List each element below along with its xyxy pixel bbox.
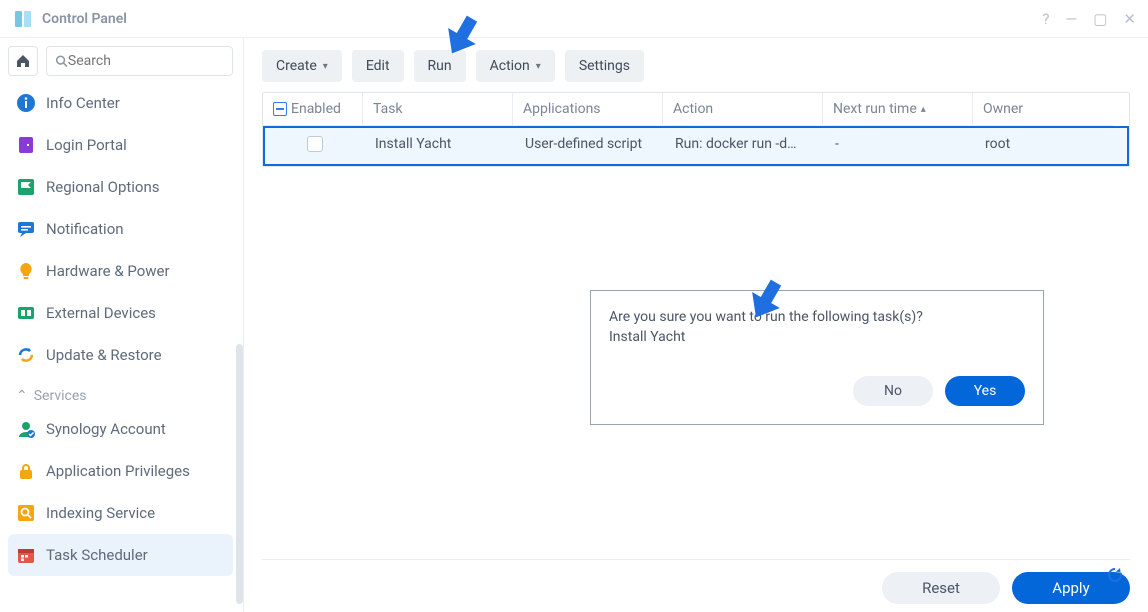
cell-action: Run: docker run -d… [665, 128, 825, 164]
sidebar-item-regional-options[interactable]: Regional Options [8, 166, 233, 208]
maximize-icon[interactable]: ▢ [1093, 10, 1107, 28]
info-icon [16, 93, 36, 113]
sidebar-item-external-devices[interactable]: External Devices [8, 292, 233, 334]
action-button[interactable]: Action▾ [476, 50, 555, 82]
calendar-icon [16, 545, 36, 565]
cell-next-run: - [825, 128, 975, 164]
close-icon[interactable]: ✕ [1123, 10, 1136, 28]
sidebar-item-update-restore[interactable]: Update & Restore [8, 334, 233, 376]
row-checkbox[interactable] [307, 136, 323, 152]
dialog-text-1: Are you sure you want to run the followi… [609, 307, 1025, 327]
sidebar-item-label: Notification [46, 220, 124, 238]
chevron-down-icon: ▾ [323, 61, 328, 72]
col-action[interactable]: Action [663, 93, 823, 126]
run-button[interactable]: Run [414, 50, 466, 82]
lock-icon [16, 461, 36, 481]
search-input[interactable] [68, 53, 224, 69]
home-button[interactable] [8, 46, 38, 76]
main-panel: Create▾ Edit Run Action▾ Settings Enable… [244, 38, 1148, 612]
enabled-tristate-icon [273, 102, 287, 116]
search-input-wrap[interactable] [46, 46, 233, 76]
sidebar-item-task-scheduler[interactable]: Task Scheduler [8, 534, 233, 576]
app-icon [12, 8, 34, 30]
no-button[interactable]: No [853, 376, 933, 406]
col-next-run[interactable]: Next run time▴ [823, 93, 973, 126]
col-owner[interactable]: Owner [973, 93, 1113, 126]
ext-icon [16, 303, 36, 323]
col-enabled[interactable]: Enabled [263, 93, 363, 126]
sort-asc-icon: ▴ [921, 104, 926, 115]
chevron-up-icon: ⌃ [16, 388, 28, 404]
sidebar-item-hardware-power[interactable]: Hardware & Power [8, 250, 233, 292]
search-icon [55, 54, 68, 68]
cell-applications: User-defined script [515, 128, 665, 164]
sidebar-item-label: Indexing Service [46, 504, 155, 522]
edit-button[interactable]: Edit [352, 50, 404, 82]
sidebar-item-label: Synology Account [46, 420, 166, 438]
search-icon [16, 503, 36, 523]
help-icon[interactable]: ? [1042, 10, 1049, 28]
confirm-dialog: Are you sure you want to run the followi… [590, 290, 1044, 425]
cell-task: Install Yacht [365, 128, 515, 164]
minimize-icon[interactable]: — [1066, 10, 1078, 28]
settings-button[interactable]: Settings [565, 50, 644, 82]
reset-button[interactable]: Reset [882, 572, 1000, 604]
tasks-table: Enabled Task Applications Action Next ru… [262, 92, 1130, 167]
sidebar-item-synology-account[interactable]: Synology Account [8, 408, 233, 450]
sidebar-item-label: Application Privileges [46, 462, 190, 480]
sidebar-item-label: External Devices [46, 304, 156, 322]
sidebar-item-indexing-service[interactable]: Indexing Service [8, 492, 233, 534]
col-applications[interactable]: Applications [513, 93, 663, 126]
toolbar: Create▾ Edit Run Action▾ Settings [262, 50, 1130, 82]
sync-icon [16, 345, 36, 365]
yes-button[interactable]: Yes [945, 376, 1025, 406]
door-icon [16, 135, 36, 155]
dialog-text-2: Install Yacht [609, 327, 1025, 347]
control-panel-window: Control Panel ? — ▢ ✕ Info Center [0, 0, 1148, 612]
services-section-header[interactable]: ⌃ Services [8, 376, 233, 408]
sidebar-item-notification[interactable]: Notification [8, 208, 233, 250]
cell-owner: root [975, 128, 1115, 164]
sidebar-item-label: Hardware & Power [46, 262, 170, 280]
sidebar-item-label: Login Portal [46, 136, 127, 154]
sidebar-item-label: Update & Restore [46, 346, 162, 364]
sidebar-item-application-privileges[interactable]: Application Privileges [8, 450, 233, 492]
sidebar-item-label: Regional Options [46, 178, 160, 196]
sidebar-item-label: Task Scheduler [46, 546, 148, 564]
sidebar: Info Center Login Portal Regional Option… [0, 38, 244, 612]
user-icon [16, 419, 36, 439]
bulb-icon [16, 261, 36, 281]
section-label: Services [34, 388, 87, 404]
window-title: Control Panel [42, 11, 127, 27]
sidebar-item-info-center[interactable]: Info Center [8, 82, 233, 124]
flag-icon [16, 177, 36, 197]
refresh-icon[interactable] [1106, 566, 1124, 588]
window-buttons: ? — ▢ ✕ [1042, 10, 1136, 28]
create-button[interactable]: Create▾ [262, 50, 342, 82]
titlebar: Control Panel ? — ▢ ✕ [0, 0, 1148, 38]
chevron-down-icon: ▾ [536, 61, 541, 72]
footer: Reset Apply [262, 559, 1130, 604]
table-row[interactable]: Install Yacht User-defined script Run: d… [263, 126, 1129, 166]
sidebar-scrollbar[interactable] [236, 344, 243, 604]
sidebar-item-label: Info Center [46, 94, 120, 112]
sidebar-item-login-portal[interactable]: Login Portal [8, 124, 233, 166]
col-task[interactable]: Task [363, 93, 513, 126]
table-header: Enabled Task Applications Action Next ru… [263, 93, 1129, 126]
chat-icon [16, 219, 36, 239]
